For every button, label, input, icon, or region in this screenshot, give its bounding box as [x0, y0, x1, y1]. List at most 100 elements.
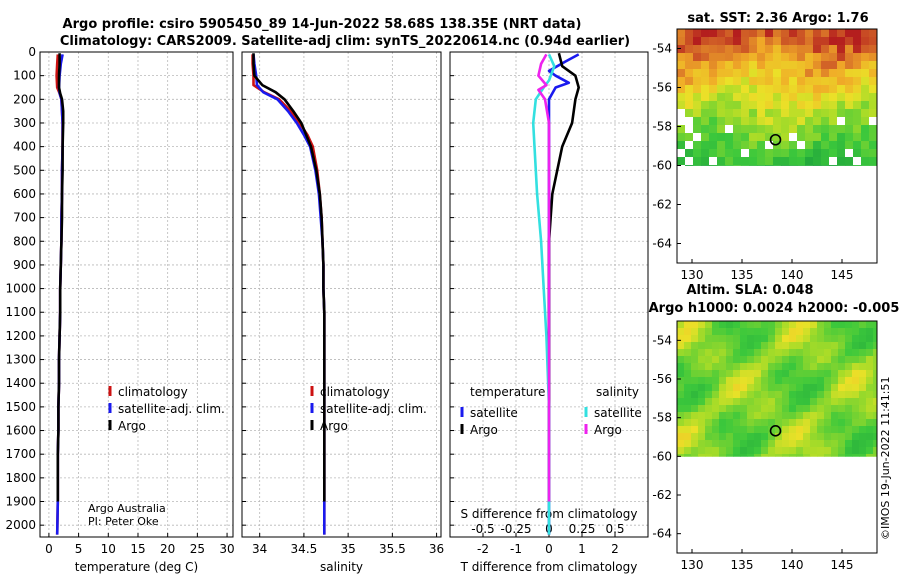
map-cell — [782, 377, 790, 385]
map-cell — [726, 363, 734, 371]
map-cell — [789, 69, 798, 78]
map-cell — [810, 398, 818, 406]
map-cell — [817, 440, 825, 448]
map-cell — [705, 363, 713, 371]
map-cell — [796, 363, 804, 371]
map-cell — [803, 447, 811, 455]
map-cell — [747, 321, 755, 329]
x-axis-label: T difference from climatology — [460, 560, 638, 574]
map-cell — [685, 69, 694, 78]
map-cell — [817, 447, 825, 455]
map-cell — [725, 53, 734, 62]
map-cell — [837, 101, 846, 110]
map-cell — [789, 405, 797, 413]
map-cell — [852, 447, 860, 455]
map-cell — [712, 440, 720, 448]
map-cell — [717, 133, 726, 142]
map-cell — [845, 149, 854, 158]
x-axis-label: temperature (deg C) — [75, 560, 198, 574]
map-cell — [717, 149, 726, 158]
map-cell — [821, 125, 830, 134]
map-cell — [717, 117, 726, 126]
map-cell — [740, 335, 748, 343]
map-cell — [782, 384, 790, 392]
map-cell — [749, 101, 758, 110]
map-cell — [845, 426, 853, 434]
map-cell — [869, 93, 878, 102]
map-cell — [859, 328, 867, 336]
x-tick-label-6: 30 — [219, 542, 234, 556]
x-tick-label-2: 0 — [545, 542, 553, 556]
map-cell — [852, 391, 860, 399]
map-cell — [813, 93, 822, 102]
map-cell — [859, 447, 867, 455]
map-cell — [691, 454, 699, 457]
map-cell — [719, 440, 727, 448]
legend-label-2: Argo — [320, 419, 348, 433]
map-cell — [691, 426, 699, 434]
map-cell — [781, 77, 790, 86]
map-cell — [813, 149, 822, 158]
map-cell — [705, 370, 713, 378]
map-cell — [824, 398, 832, 406]
map-cell — [838, 426, 846, 434]
map-cell — [861, 109, 870, 118]
map-cell — [781, 85, 790, 94]
map-cell — [677, 370, 685, 378]
map-cell — [701, 53, 710, 62]
map-cell — [719, 342, 727, 350]
map-cell — [824, 335, 832, 343]
map-cell — [853, 93, 862, 102]
map-cell — [873, 356, 878, 364]
map-cell — [866, 454, 874, 457]
map-cell — [810, 321, 818, 329]
map-cell — [853, 125, 862, 134]
map-cell — [805, 125, 814, 134]
map-cell — [829, 133, 838, 142]
map-cell — [719, 391, 727, 399]
y-tick-label-10: 1000 — [5, 282, 36, 296]
map-cell — [817, 363, 825, 371]
map-cell — [852, 433, 860, 441]
map-cell — [824, 356, 832, 364]
map-cell — [709, 101, 718, 110]
map-cell — [740, 454, 748, 457]
map-cell — [866, 342, 874, 350]
map-cell — [837, 93, 846, 102]
map-cell — [853, 109, 862, 118]
map-cell — [797, 125, 806, 134]
map-cell — [705, 398, 713, 406]
map-cell — [796, 377, 804, 385]
map-cell — [747, 391, 755, 399]
map-cell — [705, 349, 713, 357]
map-cell — [717, 85, 726, 94]
map-cell — [757, 93, 766, 102]
map-cell — [861, 77, 870, 86]
map-cell — [691, 335, 699, 343]
map-cell — [709, 29, 718, 38]
map-cell — [701, 93, 710, 102]
map-cell — [824, 454, 832, 457]
map-cell — [765, 117, 774, 126]
map-cell — [845, 61, 854, 70]
map-cell — [761, 370, 769, 378]
salinity-panel: 34 34.5 35 35.5 36 salinity climatology satelli… — [241, 51, 444, 574]
map-cell — [677, 391, 685, 399]
map-cell — [796, 356, 804, 364]
map-cell — [845, 321, 853, 329]
map-cell — [775, 384, 783, 392]
map-cell — [845, 363, 853, 371]
map-cell — [789, 141, 798, 150]
map-cell — [773, 117, 782, 126]
map-cell — [866, 398, 874, 406]
map-cell — [775, 412, 783, 420]
map-cell — [749, 69, 758, 78]
map-cell — [726, 419, 734, 427]
map-cell — [866, 426, 874, 434]
map-cell — [873, 328, 878, 336]
map-cell — [684, 328, 692, 336]
map-cell — [717, 61, 726, 70]
map-cell — [757, 85, 766, 94]
map-cell — [717, 37, 726, 46]
map-cell — [810, 377, 818, 385]
